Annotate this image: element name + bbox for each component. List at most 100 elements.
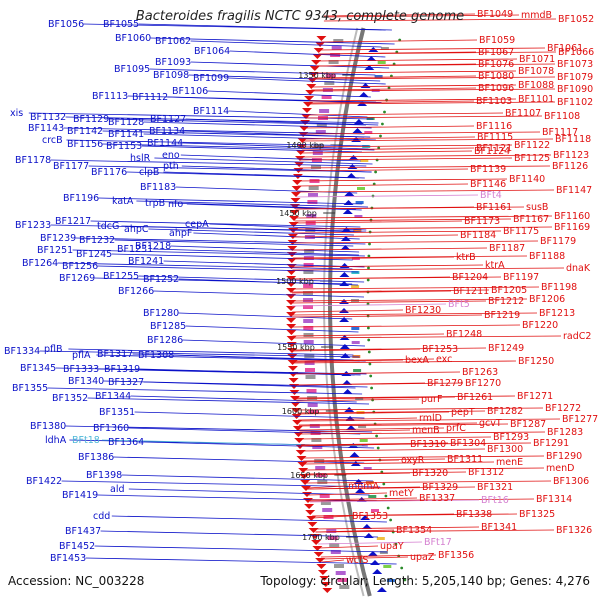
reverse-gene-label: ahpC [124,224,149,235]
reverse-gene-label: BF1319 [104,364,140,375]
rna-gene-label: BFt4 [480,190,502,201]
gene-leader-line [303,136,476,140]
reverse-gene-label: BF1345 [20,363,56,374]
reverse-gene-arrow [367,551,378,556]
forward-gene-label: BF1320 [412,468,448,479]
gene-leader-line [108,118,367,126]
reverse-gene-label: BF1141 [108,129,144,140]
gene-leader-line [294,226,553,230]
gene-leader-line [98,197,363,205]
reverse-gene-label: BF1217 [55,216,91,227]
cog-feature-block [306,389,317,393]
gene-leader-line [163,260,365,268]
reverse-gene-label: ahpF [169,228,192,239]
forward-gene-arrow [312,546,323,551]
gene-leader-line [167,96,383,104]
gene-leader-line [298,417,418,421]
reverse-gene-label: trpB [145,198,165,209]
forward-gene-arrow [316,36,327,41]
cog-feature-block [360,159,369,162]
reverse-gene-label: BF1252 [143,274,179,285]
forward-gene-label: BF1079 [557,72,593,83]
reverse-gene-label: BF1241 [128,256,164,267]
cog-feature-block [306,214,317,218]
gene-leader-line [138,23,392,31]
reverse-gene-arrow [340,245,351,250]
reverse-gene-arrow [343,200,354,205]
forward-gene-arrow [288,378,299,383]
accession-text: Accession: NC_003228 [8,574,145,588]
reverse-gene-arrow [346,425,357,430]
forward-gene-arrow [296,456,307,461]
forward-gene-label: BF1211 [453,286,489,297]
forward-gene-label: BF1287 [510,419,546,430]
reverse-gene-arrow [344,191,355,196]
gene-leader-line [185,325,359,333]
forward-gene-label: rmlD [419,413,442,424]
forward-gene-label: BF1102 [557,97,593,108]
forward-gene-label: BF1118 [555,134,591,145]
forward-gene-label: BF1078 [518,66,554,77]
position-tick-dot [376,446,380,450]
cog-feature-block [374,75,383,78]
position-tick-dot [375,434,378,438]
gene-leader-line [295,206,525,210]
gene-leader-line [301,448,486,452]
reverse-gene-label: pflA [72,350,91,361]
position-tick-dot [394,542,398,546]
cog-feature-block [339,585,350,589]
forward-gene-label: BF1326 [556,525,592,536]
gene-leader-line [150,37,395,45]
gene-leader-line [321,556,409,560]
gene-leader-line [121,474,374,482]
forward-gene-label: BF1197 [503,272,539,283]
forward-gene-label: metY [389,488,414,499]
gene-leader-line [136,200,369,208]
gene-leader-line [143,121,372,129]
gene-leader-line [296,189,555,193]
gene-leader-line [299,429,411,433]
gene-leader-line [182,142,369,150]
forward-gene-arrow [300,480,311,485]
cog-feature-block [317,480,328,484]
cog-feature-block [303,305,313,309]
cog-feature-block [351,285,360,288]
reverse-gene-label: BF1422 [26,476,62,487]
forward-gene-label: BF1304 [450,438,486,449]
forward-gene-arrow [320,582,331,587]
gene-leader-line [305,472,411,476]
forward-gene-label: BF1248 [446,329,482,340]
forward-gene-label: BF1253 [422,344,458,355]
reverse-gene-label: BF1127 [150,114,186,125]
reverse-gene-label: BF1256 [62,261,98,272]
forward-gene-label: BF1314 [536,494,572,505]
gene-leader-line [292,267,565,271]
cog-feature-block [325,74,336,78]
gene-leader-line [293,247,488,251]
forward-gene-label: pepT [451,407,475,418]
reverse-gene-arrow [341,380,352,385]
gene-leader-line [100,530,378,538]
reverse-gene-label: nfo [168,199,183,210]
cog-feature-block [351,271,360,274]
cog-feature-block [353,369,362,372]
cog-feature-block [329,543,340,547]
reverse-gene-arrow [339,344,350,349]
forward-gene-label: BF1271 [517,391,553,402]
cog-feature-block [303,319,314,323]
gene-leader-line [297,407,544,411]
reverse-gene-label: BF1355 [12,383,48,394]
gene-leader-line [300,154,552,158]
cog-feature-block [324,81,335,85]
gene-leader-line [297,411,450,415]
gene-leader-line [292,276,502,280]
forward-gene-arrow [293,432,304,437]
reverse-gene-label: BF1113 [92,91,128,102]
reverse-gene-label: cdd [93,511,110,522]
gene-leader-line [292,333,445,337]
forward-gene-label: BF1124 [474,146,510,157]
gene-leader-line [292,335,562,339]
forward-gene-label: oxyR [401,455,425,466]
gene-leader-line [323,18,557,22]
